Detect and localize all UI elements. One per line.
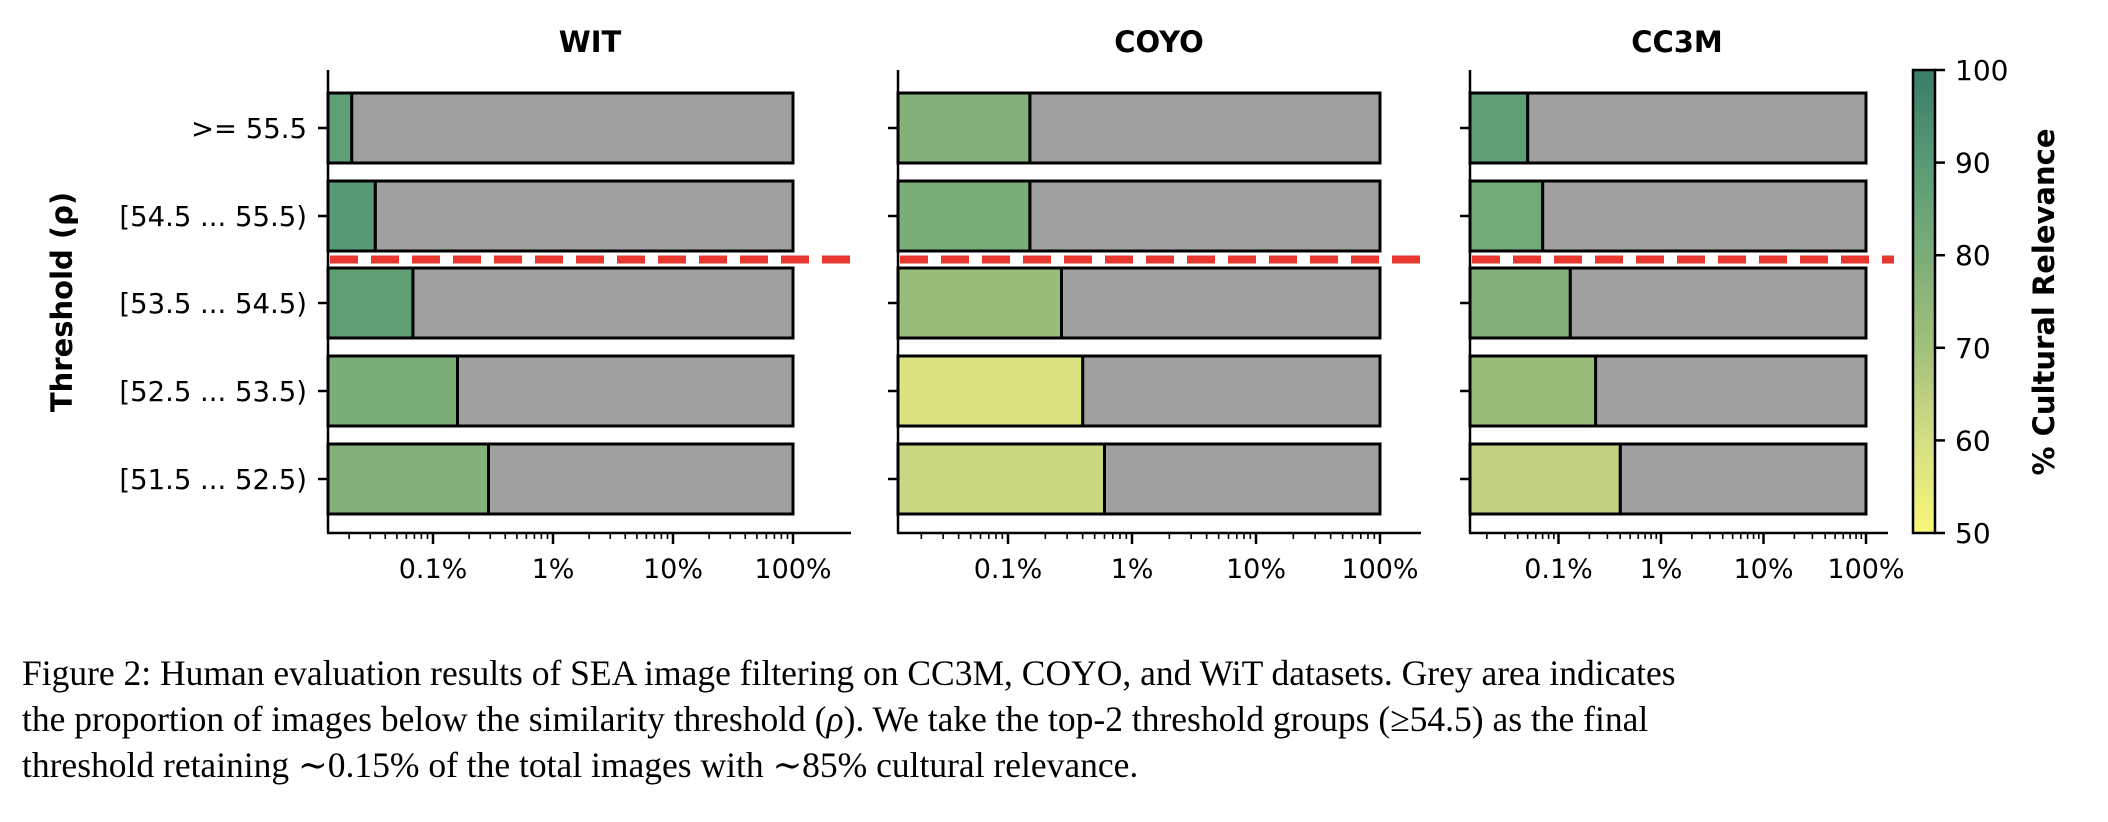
grey-bar [350, 91, 795, 165]
retained-bar [896, 91, 1032, 165]
x-tick-label: 1% [1111, 554, 1154, 585]
caption-rho-symbol: ρ [826, 699, 844, 739]
retained-bar [326, 442, 490, 516]
caption-line-2-part-b: ). We take the top-2 threshold groups ( [843, 699, 1391, 739]
retained-bar [1468, 442, 1622, 516]
retained-bar [896, 179, 1032, 253]
retained-bar [326, 354, 459, 428]
caption-line-2-part-a: the proportion of images below the simil… [22, 699, 827, 739]
x-tick-label: 0.1% [974, 554, 1043, 585]
panel-cc3m: CC3M 0.1% 1% 10% 100% [1460, 25, 1905, 585]
x-tick-label: 100% [754, 554, 831, 585]
retained-bar [326, 266, 415, 340]
colorbar-tick-label: 60 [1955, 424, 1991, 457]
x-tick-label: 100% [1827, 554, 1904, 585]
grey-bar [486, 442, 795, 516]
retained-bar [1468, 354, 1598, 428]
retained-bar [896, 266, 1063, 340]
grey-bar [1618, 442, 1868, 516]
grey-bar [455, 354, 795, 428]
grey-bar [1526, 91, 1868, 165]
colorbar-tick-label: 70 [1955, 332, 1991, 365]
figure-chart: WIT 0.1% 1% 10% 100% COYO 0.1% 1% 10% 100% CC3M 0.1… [45, 25, 2061, 585]
colorbar-tick-label: 50 [1955, 517, 1991, 550]
x-tick-label: 0.1% [1524, 554, 1593, 585]
grey-bar [1059, 266, 1382, 340]
panel-title: CC3M [1631, 25, 1723, 59]
caption-line-2-part-c: 54.5) as the final [1409, 699, 1649, 739]
chart-panels: WIT 0.1% 1% 10% 100% COYO 0.1% 1% 10% 100% CC3M 0.1… [318, 25, 1905, 585]
x-tick-label: 10% [1733, 554, 1793, 585]
colorbar-tick-label: 80 [1955, 239, 1991, 272]
grey-bar [1081, 354, 1382, 428]
grey-bar [1028, 179, 1382, 253]
retained-bar [896, 442, 1106, 516]
figure-caption: Figure 2: Human evaluation results of SE… [22, 650, 2092, 788]
y-tick-label: [52.5 ... 53.5) [119, 376, 307, 408]
x-tick-label: 1% [532, 554, 575, 585]
colorbar-tick-label: 90 [1955, 147, 1991, 180]
retained-bar [1468, 266, 1572, 340]
retained-bar [1468, 179, 1545, 253]
y-tick-label: [53.5 ... 54.5) [119, 288, 307, 320]
grey-bar [373, 179, 795, 253]
x-tick-label: 10% [1226, 554, 1286, 585]
grey-bar [1594, 354, 1868, 428]
retained-bar [1468, 91, 1530, 165]
y-tick-label: [54.5 ... 55.5) [119, 201, 307, 233]
panel-title: COYO [1114, 25, 1204, 59]
x-tick-label: 100% [1341, 554, 1418, 585]
panel-wit: WIT 0.1% 1% 10% 100% [318, 25, 857, 585]
x-tick-label: 10% [643, 554, 703, 585]
colorbar: 50 60 70 80 90 100 % Cultural Relevance [1911, 54, 2061, 550]
caption-line-3: threshold retaining ∼0.15% of the total … [22, 745, 1139, 785]
colorbar-ticks: 50 60 70 80 90 100 [1935, 54, 2008, 550]
grey-bar [411, 266, 795, 340]
colorbar-label: % Cultural Relevance [2027, 128, 2061, 475]
y-tick-labels: >= 55.5 [54.5 ... 55.5) [53.5 ... 54.5) [52… [119, 113, 307, 496]
retained-bar [326, 179, 377, 253]
y-axis-label: Threshold (ρ) [45, 192, 79, 412]
panel-coyo: COYO 0.1% 1% 10% 100% [888, 25, 1427, 585]
caption-line-2: the proportion of images below the simil… [22, 696, 2092, 742]
y-tick-label: >= 55.5 [191, 113, 307, 145]
retained-bar [896, 354, 1085, 428]
colorbar-scale [1911, 68, 1937, 535]
grey-bar [1568, 266, 1868, 340]
grey-bar [1541, 179, 1868, 253]
colorbar-tick-label: 100 [1955, 54, 2008, 87]
grey-bar [1028, 91, 1382, 165]
caption-geq-symbol: ≥ [1390, 699, 1410, 739]
x-tick-label: 1% [1640, 554, 1683, 585]
x-tick-label: 0.1% [399, 554, 468, 585]
retained-bar [326, 91, 354, 165]
panel-title: WIT [559, 25, 622, 59]
caption-line-1: Figure 2: Human evaluation results of SE… [22, 653, 1676, 693]
grey-bar [1102, 442, 1382, 516]
y-tick-label: [51.5 ... 52.5) [119, 464, 307, 496]
